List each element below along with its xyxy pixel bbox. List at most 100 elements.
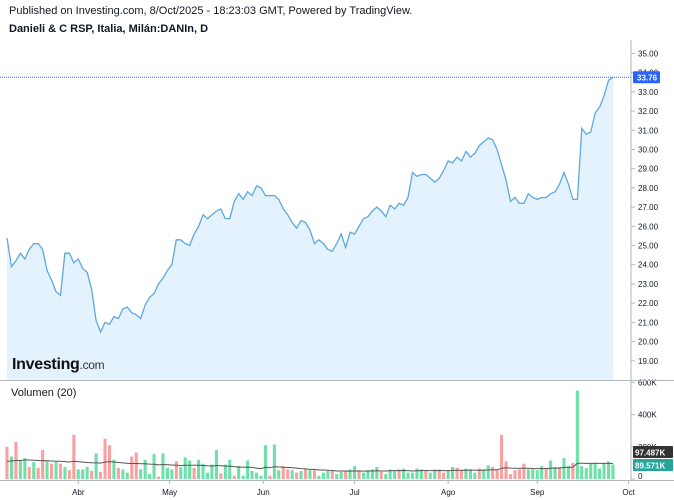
volume-bar	[357, 470, 361, 479]
volume-bar	[544, 468, 548, 479]
volume-bar	[94, 453, 98, 479]
volume-bar	[210, 464, 214, 479]
volume-bar	[607, 461, 611, 479]
volume-bar	[67, 470, 71, 479]
volume-bar	[161, 453, 165, 479]
price-axis-tick-label: 28.00	[638, 184, 659, 193]
volume-bar	[148, 474, 152, 479]
volume-bar	[23, 458, 27, 479]
volume-bar	[428, 472, 432, 479]
volume-bar	[214, 450, 218, 479]
volume-bar	[63, 467, 67, 479]
volume-bar	[379, 471, 383, 479]
last-price-tag: 33.76	[633, 71, 660, 84]
time-axis[interactable]: Abr May Jun Jul Ago Sep Oct	[72, 480, 636, 497]
price-axis-tick-label: 26.00	[638, 222, 659, 231]
volume-bar	[531, 469, 535, 479]
volume-axis-tick-label: 400K	[638, 411, 657, 420]
volume-bar	[290, 470, 294, 479]
time-axis-label: Abr	[72, 488, 85, 497]
volume-bar	[192, 467, 196, 479]
volume-bar	[99, 471, 103, 479]
volume-bar	[393, 470, 397, 479]
volume-bar	[584, 467, 588, 479]
volume-bar	[326, 471, 330, 479]
investing-logo: Investing.com	[12, 356, 105, 374]
volume-bar	[107, 445, 111, 479]
volume-bar	[219, 473, 223, 479]
chart-symbol-title: Danieli & C RSP, Italia, Milán:DANIn, D	[9, 23, 209, 35]
volume-ma-tag: 97.487K	[633, 446, 673, 458]
volume-bar	[339, 471, 343, 479]
price-axis-tick-label: 19.00	[638, 357, 659, 366]
volume-bar	[206, 472, 210, 479]
volume-bar	[535, 470, 539, 479]
last-price-label: 33.76	[637, 73, 658, 82]
volume-pane	[5, 390, 615, 479]
price-axis[interactable]: 35.0034.0033.0032.0031.0030.0029.0028.00…	[631, 49, 659, 366]
volume-bar	[197, 459, 201, 479]
volume-bar	[486, 465, 490, 479]
volume-bar	[370, 469, 374, 479]
volume-bar	[201, 463, 205, 479]
time-axis-label: May	[162, 488, 177, 497]
published-note: Published on Investing.com, 8/Oct/2025 -…	[9, 5, 413, 17]
volume-bar	[5, 446, 9, 479]
time-axis-label: Oct	[622, 488, 635, 497]
logo-text: Investing	[12, 356, 80, 373]
price-axis-tick-label: 30.00	[638, 145, 659, 154]
volume-bar	[477, 468, 481, 479]
volume-bar	[419, 469, 423, 479]
volume-bar	[45, 461, 49, 479]
volume-bar	[580, 466, 584, 479]
volume-bar	[562, 458, 566, 479]
volume-bar	[500, 434, 504, 479]
price-tags: 33.76 97.487K 89.571K	[633, 71, 673, 471]
price-axis-tick-label: 33.00	[638, 88, 659, 97]
volume-bar	[589, 463, 593, 479]
volume-bar	[602, 462, 606, 479]
volume-bar	[388, 469, 392, 479]
volume-bar	[281, 466, 285, 479]
volume-bar	[598, 468, 602, 479]
volume-bar	[459, 470, 463, 479]
volume-bar	[566, 466, 570, 479]
volume-bar	[130, 456, 134, 479]
volume-bar	[330, 470, 334, 479]
volume-bar	[348, 469, 352, 479]
volume-bar	[268, 475, 272, 479]
volume-bar	[152, 454, 156, 479]
volume-bar	[255, 472, 259, 479]
volume-bar	[156, 476, 160, 479]
volume-bar	[344, 471, 348, 479]
logo-suffix: .com	[79, 358, 105, 372]
volume-bar	[241, 475, 245, 479]
volume-bar	[446, 470, 450, 479]
volume-bar	[397, 469, 401, 479]
volume-bar	[410, 472, 414, 479]
volume-bar	[575, 390, 579, 479]
volume-bar	[125, 472, 129, 479]
price-axis-tick-label: 29.00	[638, 165, 659, 174]
price-area-fill	[7, 77, 613, 381]
volume-bar	[121, 469, 125, 479]
volume-bar	[495, 470, 499, 479]
volume-bar	[384, 474, 388, 479]
volume-bar	[223, 464, 227, 479]
price-axis-tick-label: 23.00	[638, 280, 659, 289]
volume-current-label: 89.571K	[635, 462, 665, 471]
volume-axis-tick-label: 0	[638, 472, 643, 481]
volume-bar	[277, 470, 281, 479]
volume-bar	[58, 463, 62, 479]
volume-bar	[455, 467, 459, 479]
volume-bar	[491, 467, 495, 479]
volume-bar	[228, 459, 232, 479]
volume-bar	[50, 463, 54, 479]
volume-bar	[571, 462, 575, 479]
volume-bars	[5, 390, 615, 479]
volume-axis-tick-label: 600K	[638, 379, 657, 388]
volume-bar	[553, 467, 557, 479]
volume-bar	[179, 467, 183, 479]
volume-bar	[139, 469, 143, 479]
volume-bar	[76, 469, 80, 479]
